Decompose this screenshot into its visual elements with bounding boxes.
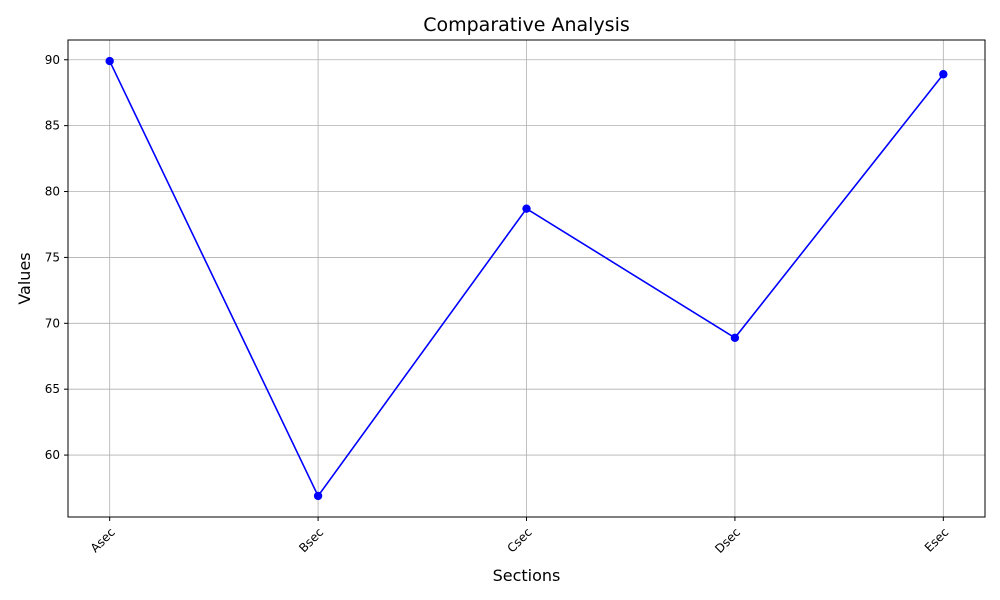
data-series: [105, 56, 948, 501]
data-point: [105, 56, 114, 66]
grid: [68, 40, 985, 517]
y-tick-label: 90: [45, 53, 60, 67]
data-point: [730, 333, 740, 342]
y-tick-label: 65: [45, 382, 60, 396]
data-point: [939, 70, 948, 79]
y-tick-label: 60: [45, 448, 60, 462]
chart-title: Comparative Analysis: [423, 14, 630, 36]
y-tick-label: 70: [45, 316, 60, 330]
y-axis-title: Values: [15, 252, 34, 304]
y-tick-label: 85: [45, 119, 60, 133]
y-axis-ticks: 60 65 70 75 80 85 90: [45, 53, 68, 462]
x-axis-title: Sections: [493, 566, 561, 585]
data-point: [313, 491, 323, 501]
data-point: [522, 204, 531, 213]
y-tick-label: 80: [45, 185, 60, 199]
y-tick-label: 75: [45, 250, 60, 264]
